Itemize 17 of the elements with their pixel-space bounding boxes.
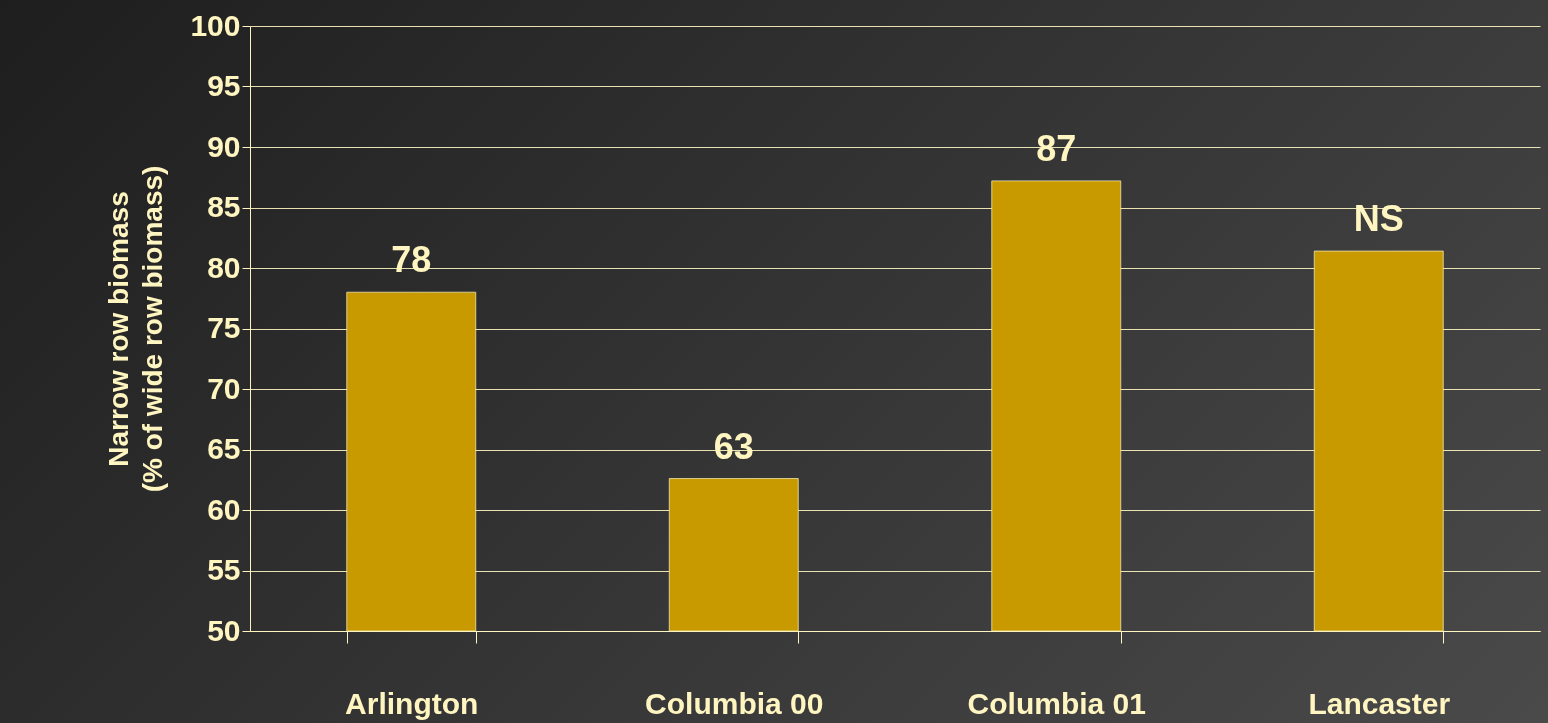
y-tick-label: 55 [207,553,241,586]
y-tick-label: 95 [207,69,241,102]
y-tick-label: 75 [207,311,241,344]
y-tick-label: 90 [207,129,241,163]
y-tick-label: 85 [207,190,241,223]
data-label: NS [1353,198,1404,240]
y-tick-label: 60 [207,492,241,526]
y-tick-label: 50 [207,613,241,647]
y-tick-label: 100 [190,8,241,42]
y-tick-label: 65 [207,432,241,465]
y-axis-title: Narrow row biomass (% of wide row biomass) [103,165,169,493]
y-tick-label: 70 [207,371,241,405]
x-tick-label: Columbia 01 [967,686,1146,720]
y-tick-label: 80 [207,250,241,284]
x-tick-label: Arlington [345,686,479,720]
x-tick-label: Lancaster [1308,686,1451,720]
x-tick-label: Columbia 00 [645,686,824,720]
